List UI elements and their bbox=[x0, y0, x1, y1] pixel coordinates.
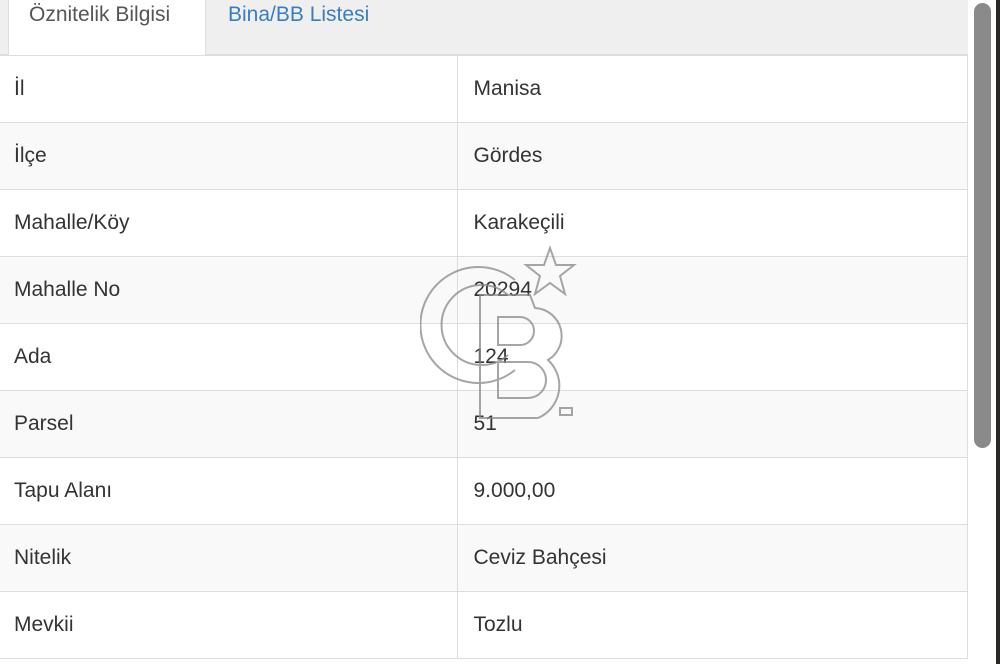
attribute-table: İl Manisa İlçe Gördes Mahalle/Köy Karakeçil… bbox=[0, 55, 968, 659]
row-key: Ada bbox=[0, 323, 458, 391]
table-row: İlçe Gördes bbox=[0, 122, 968, 190]
row-value: Manisa bbox=[456, 55, 968, 123]
table-row: Mevkii Tozlu bbox=[0, 591, 968, 659]
tab-label: Bina/BB Listesi bbox=[228, 3, 370, 26]
scrollbar-thumb[interactable] bbox=[974, 3, 991, 448]
tab-label: Öznitelik Bilgisi bbox=[29, 3, 171, 26]
row-key: İl bbox=[0, 55, 458, 123]
row-key: Mahalle No bbox=[0, 256, 458, 324]
row-key: Tapu Alanı bbox=[0, 457, 458, 525]
row-key: Parsel bbox=[0, 390, 458, 458]
table-row: Ada 124 bbox=[0, 323, 968, 391]
row-value: 9.000,00 bbox=[456, 457, 968, 525]
tab-bina-bb-listesi[interactable]: Bina/BB Listesi bbox=[208, 0, 389, 54]
table-row: Tapu Alanı 9.000,00 bbox=[0, 457, 968, 525]
table-row: Nitelik Ceviz Bahçesi bbox=[0, 524, 968, 592]
table-row: İl Manisa bbox=[0, 55, 968, 123]
row-value: Ceviz Bahçesi bbox=[456, 524, 968, 592]
row-value: 20294 bbox=[456, 256, 968, 324]
row-key: İlçe bbox=[0, 122, 458, 190]
row-key: Mevkii bbox=[0, 591, 458, 659]
tab-oznitelik-bilgisi[interactable]: Öznitelik Bilgisi bbox=[8, 0, 206, 55]
row-value: 51 bbox=[456, 390, 968, 458]
table-row: Mahalle No 20294 bbox=[0, 256, 968, 324]
row-key: Nitelik bbox=[0, 524, 458, 592]
tab-bar: Öznitelik Bilgisi Bina/BB Listesi bbox=[0, 0, 968, 55]
row-key: Mahalle/Köy bbox=[0, 189, 458, 257]
row-value: Gördes bbox=[456, 122, 968, 190]
row-value: Karakeçili bbox=[456, 189, 968, 257]
window-edge bbox=[996, 0, 1000, 664]
table-row: Mahalle/Köy Karakeçili bbox=[0, 189, 968, 257]
table-row: Parsel 51 bbox=[0, 390, 968, 458]
row-value: Tozlu bbox=[456, 591, 968, 659]
row-value: 124 bbox=[456, 323, 968, 391]
